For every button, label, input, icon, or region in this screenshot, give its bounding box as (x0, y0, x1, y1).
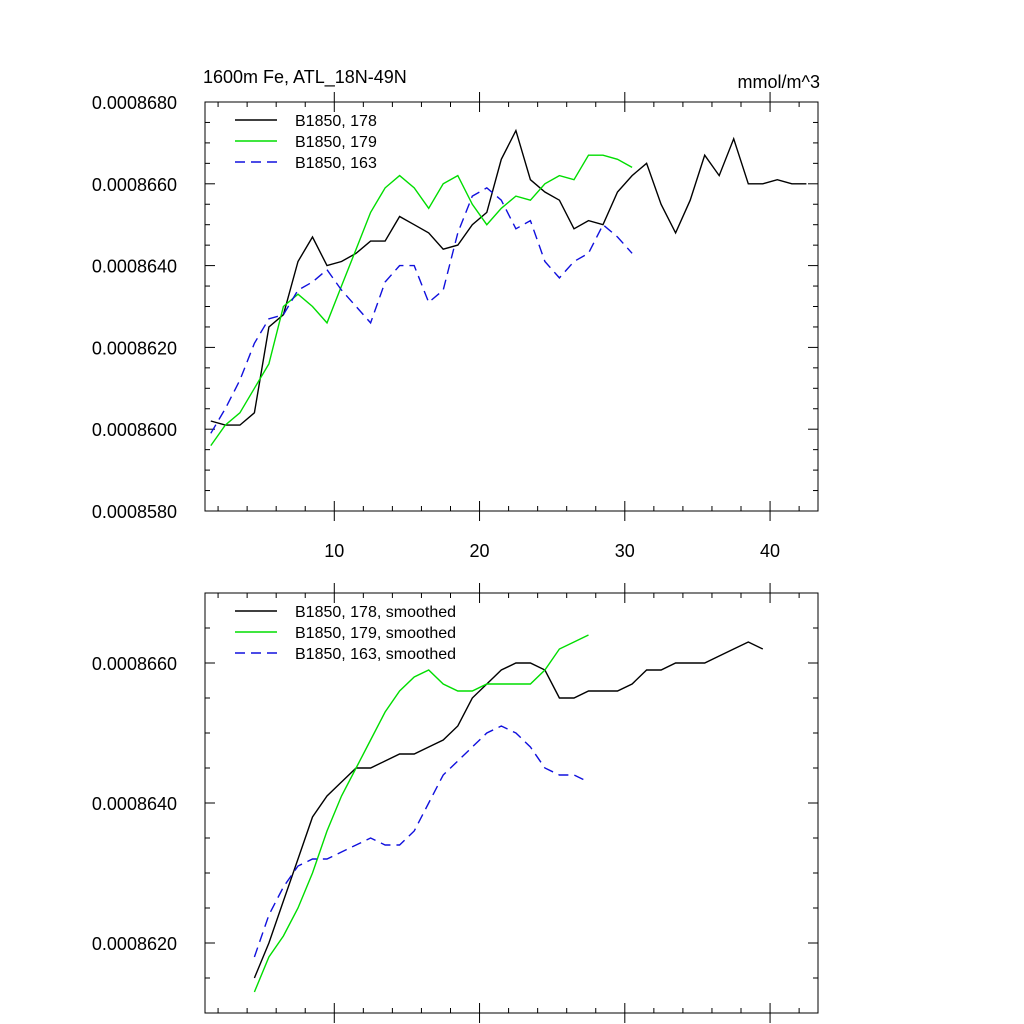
x-tick-label: 20 (470, 541, 490, 561)
axis-ticks: 10 20 30 40 0.0008580 0.0008600 0.0008620 0.000… (92, 92, 818, 561)
legend-label: B1850, 163 (295, 155, 377, 172)
y-tick-label: 0.0008620 (92, 934, 177, 954)
y-tick-label: 0.0008640 (92, 257, 177, 277)
series-line-3 (210, 187, 633, 434)
bottom-chart-panel: 0.0008620 0.0008640 0.0008660 B1850, 178, … (92, 583, 819, 1023)
series-line-3 (253, 725, 589, 958)
series-line-2 (210, 154, 633, 447)
series-line-2 (253, 634, 589, 993)
y-tick-label: 0.0008660 (92, 654, 177, 674)
legend: B1850, 178, smoothed B1850, 179, smoothed… (235, 604, 456, 663)
y-tick-label: 0.0008660 (92, 175, 177, 195)
series-lines (210, 128, 807, 447)
y-tick-label: 0.0008620 (92, 338, 177, 358)
legend-label: B1850, 178 (295, 113, 377, 130)
x-tick-label: 10 (324, 541, 344, 561)
series-lines (253, 634, 764, 993)
chart-title: 1600m Fe, ATL_18N-49N (203, 67, 407, 88)
series-line-1 (210, 128, 807, 426)
legend-label: B1850, 179 (295, 134, 377, 151)
y-tick-label: 0.0008680 (92, 93, 177, 113)
legend-label: B1850, 178, smoothed (295, 604, 456, 621)
legend-label: B1850, 179, smoothed (295, 625, 456, 642)
y-tick-label: 0.0008580 (92, 502, 177, 522)
axis-ticks: 0.0008620 0.0008640 0.0008660 (92, 583, 818, 1023)
x-tick-label: 40 (760, 541, 780, 561)
y-tick-label: 0.0008640 (92, 794, 177, 814)
legend-label: B1850, 163, smoothed (295, 646, 456, 663)
y-tick-label: 0.0008600 (92, 420, 177, 440)
legend: B1850, 178 B1850, 179 B1850, 163 (235, 113, 377, 172)
units-label: mmol/m^3 (738, 72, 820, 92)
x-tick-label: 30 (615, 541, 635, 561)
top-chart-panel: 1600m Fe, ATL_18N-49N mmol/m^3 10 20 30 40 0… (92, 67, 820, 561)
series-line-1 (253, 641, 764, 979)
